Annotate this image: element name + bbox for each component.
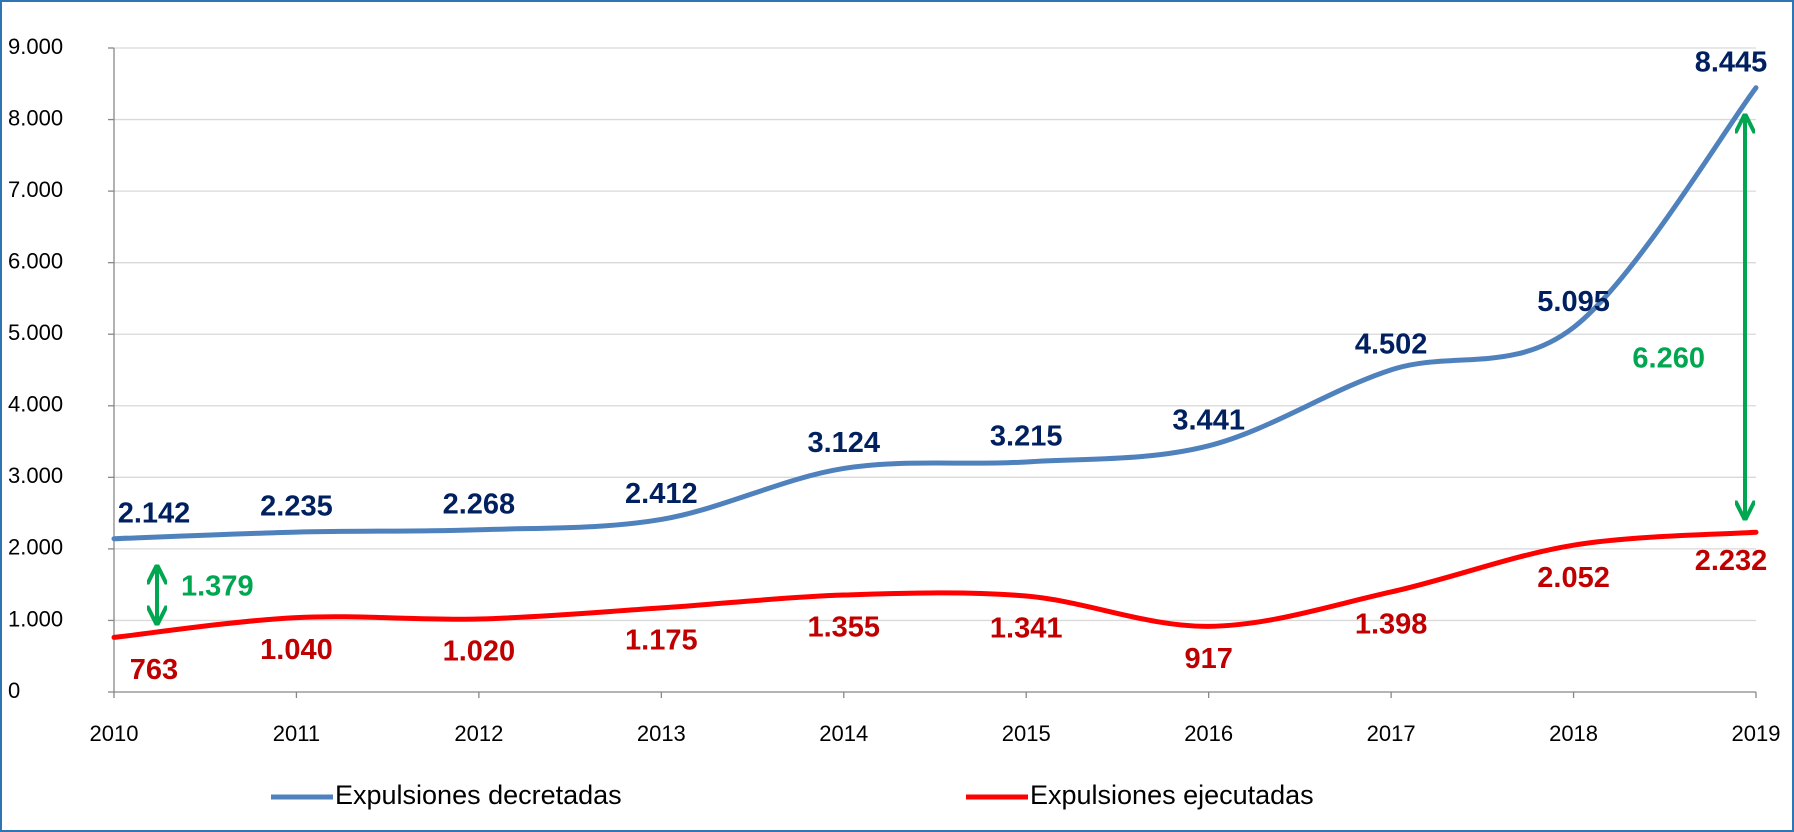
value-label: 1.398 — [1355, 609, 1428, 641]
legend-label: Expulsiones ejecutadas — [1030, 780, 1314, 810]
value-label: 2.235 — [260, 491, 333, 523]
x-tick-label: 2015 — [1002, 721, 1051, 746]
value-label: 763 — [130, 654, 178, 686]
y-tick-label: 8.000 — [8, 105, 63, 130]
difference-label: 1.379 — [181, 571, 254, 603]
value-label: 5.095 — [1537, 286, 1610, 318]
y-tick-label: 3.000 — [8, 463, 63, 488]
x-tick-label: 2014 — [819, 721, 868, 746]
value-label: 1.341 — [990, 613, 1063, 645]
value-label: 1.355 — [807, 612, 880, 644]
series-line — [111, 85, 1759, 542]
x-tick-label: 2019 — [1732, 721, 1781, 746]
value-label: 1.040 — [260, 634, 333, 666]
value-label: 2.232 — [1695, 545, 1768, 577]
y-tick-label: 1.000 — [8, 606, 63, 631]
value-label: 2.142 — [118, 497, 191, 529]
value-label: 1.175 — [625, 625, 698, 657]
value-label: 3.215 — [990, 421, 1063, 453]
y-tick-label: 2.000 — [8, 535, 63, 560]
x-tick-label: 2010 — [90, 721, 139, 746]
y-tick-label: 7.000 — [8, 177, 63, 202]
y-tick-label: 4.000 — [8, 392, 63, 417]
x-tick-label: 2017 — [1367, 721, 1416, 746]
value-label: 2.268 — [443, 488, 516, 520]
value-label: 4.502 — [1355, 329, 1428, 361]
series-line — [111, 529, 1759, 640]
legend-label: Expulsiones decretadas — [335, 780, 622, 810]
y-tick-label: 6.000 — [8, 248, 63, 273]
y-tick-label: 0 — [8, 678, 20, 703]
y-tick-label: 9.000 — [8, 34, 63, 59]
difference-label: 6.260 — [1632, 343, 1705, 375]
x-tick-label: 2018 — [1549, 721, 1598, 746]
x-tick-label: 2016 — [1184, 721, 1233, 746]
x-tick-label: 2011 — [273, 721, 320, 746]
y-tick-label: 5.000 — [8, 320, 63, 345]
x-tick-label: 2012 — [454, 721, 503, 746]
value-label: 1.020 — [443, 636, 516, 668]
value-label: 917 — [1184, 643, 1232, 675]
value-label: 8.445 — [1695, 46, 1768, 78]
x-tick-label: 2013 — [637, 721, 686, 746]
value-label: 2.052 — [1537, 562, 1610, 594]
value-label: 3.124 — [807, 427, 880, 459]
value-label: 2.412 — [625, 478, 698, 510]
value-label: 3.441 — [1172, 404, 1245, 436]
